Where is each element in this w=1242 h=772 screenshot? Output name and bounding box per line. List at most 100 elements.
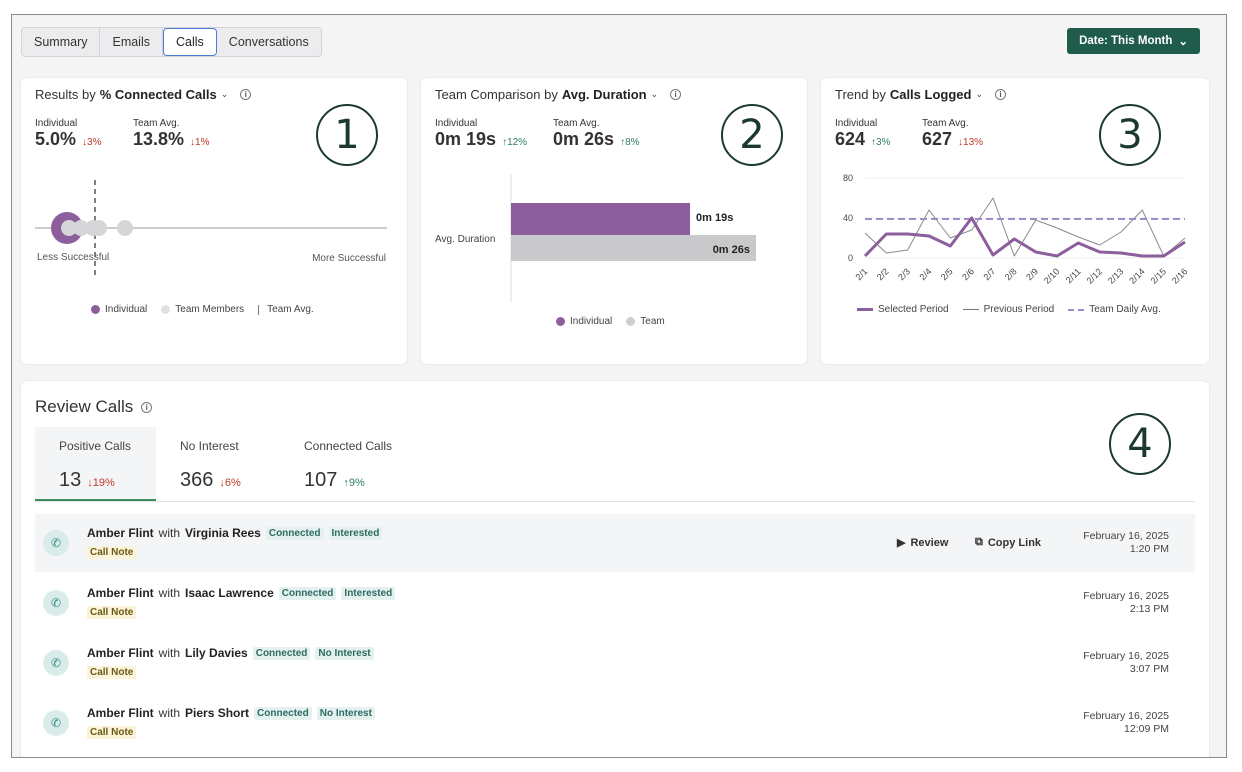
agent-name: Amber Flint: [87, 526, 154, 540]
individual-delta: 3%: [87, 137, 102, 148]
legend-label: Previous Period: [983, 304, 1055, 315]
legend-label: Team Daily Avg.: [1089, 304, 1161, 315]
with-text: with: [158, 586, 181, 600]
call-note-badge[interactable]: Call Note: [87, 546, 137, 559]
card-title[interactable]: Team Comparison by Avg. Duration ⌄ i: [435, 87, 682, 102]
interest-tag: No Interest: [316, 706, 375, 720]
call-row[interactable]: ✆ Amber Flint with Virginia Rees Connected I…: [35, 514, 1195, 572]
info-icon[interactable]: i: [141, 401, 153, 413]
x-tick-label: 2/14: [1127, 266, 1146, 285]
chevron-down-icon[interactable]: ⌄: [650, 89, 659, 99]
team-value: 13.8%: [133, 129, 185, 149]
chevron-down-icon[interactable]: ⌄: [975, 89, 983, 99]
tab-delta: 9%: [348, 477, 365, 489]
tab-delta: 6%: [224, 477, 241, 489]
individual-value: 0m 19s: [435, 129, 497, 149]
tab-summary[interactable]: Summary: [22, 28, 101, 56]
review-button[interactable]: ▶ Review: [897, 536, 949, 550]
call-note-badge[interactable]: Call Note: [87, 606, 137, 619]
chevron-down-icon[interactable]: ⌄: [220, 89, 229, 99]
agent-name: Amber Flint: [87, 646, 154, 660]
call-date: February 16, 2025: [1083, 710, 1169, 722]
team-delta: 8%: [625, 137, 640, 148]
category-label: Avg. Duration: [435, 234, 495, 245]
series-previous-period: [864, 197, 1186, 257]
date-filter-button[interactable]: Date: This Month ⌄: [1067, 28, 1200, 54]
interest-tag: Interested: [328, 526, 383, 540]
call-date: February 16, 2025: [1083, 590, 1169, 602]
x-tick-label: 2/10: [1042, 266, 1061, 285]
dashboard-frame: Summary Emails Calls Conversations Date:…: [11, 14, 1227, 758]
copy-link-button[interactable]: ⧉ Copy Link: [975, 536, 1041, 549]
team-value: 0m 26s: [553, 129, 615, 149]
x-tick-label: 2/3: [896, 266, 912, 282]
bar-data-label: 0m 19s: [696, 212, 733, 224]
call-row[interactable]: ✆ Amber Flint with Piers Short Connected No …: [35, 694, 1195, 752]
team-member-point: [117, 220, 133, 236]
call-note-badge[interactable]: Call Note: [87, 726, 137, 739]
call-datetime: February 16, 2025 1:20 PM: [1083, 530, 1169, 556]
legend-label: Individual: [570, 316, 613, 327]
tab-name: Positive Calls: [59, 439, 132, 453]
legend-swatch: [962, 309, 979, 310]
tab-emails[interactable]: Emails: [100, 28, 163, 56]
individual-metric: Individual 0m 19s ↑12%: [435, 118, 527, 150]
info-icon[interactable]: i: [995, 89, 1006, 100]
card-title[interactable]: Results by % Connected Calls ⌄ i: [35, 87, 252, 102]
individual-delta: 3%: [876, 137, 891, 148]
bar-individual: [511, 203, 691, 235]
call-row[interactable]: ✆ Amber Flint with Isaac Lawrence Connected…: [35, 574, 1195, 632]
bar-data-label: 0m 26s: [713, 244, 750, 256]
team-comparison-card: Team Comparison by Avg. Duration ⌄ i Ind…: [421, 78, 807, 364]
arrow-down-icon: ↓6%: [219, 477, 241, 489]
metric-selector[interactable]: % Connected Calls: [99, 87, 217, 102]
y-tick-label: 80: [843, 173, 853, 183]
team-metric: Team Avg. 13.8% ↓1%: [133, 118, 210, 150]
legend-selected-period: Selected Period: [857, 304, 949, 315]
tab-conversations[interactable]: Conversations: [228, 35, 309, 49]
title-prefix: Team Comparison by: [435, 87, 558, 102]
metric-selector[interactable]: Calls Logged: [889, 87, 972, 102]
card-title[interactable]: Trend by Calls Logged ⌄ i: [835, 87, 1006, 102]
duration-bar-chart: Avg. Duration 0m 19s 0m 26s: [435, 174, 756, 302]
tab-connected-calls[interactable]: Connected Calls 107 ↑9%: [280, 427, 420, 501]
tab-no-interest[interactable]: No Interest 366 ↓6%: [156, 427, 280, 501]
team-label: Team Avg.: [553, 118, 600, 129]
info-icon[interactable]: i: [240, 89, 252, 100]
title-prefix: Results by: [35, 87, 96, 102]
copy-icon: ⧉: [975, 536, 983, 548]
review-title-text: Review Calls: [35, 397, 134, 416]
legend-swatch: [161, 305, 171, 314]
legend-team-members: Team Members: [161, 304, 244, 315]
legend-team-avg: Team Avg.: [258, 304, 314, 315]
info-icon[interactable]: i: [670, 89, 682, 100]
legend-label: Team Avg.: [267, 304, 314, 315]
individual-label: Individual: [35, 118, 78, 129]
legend-label: Individual: [105, 304, 148, 315]
x-tick-label: 2/5: [939, 266, 955, 282]
metric-selector[interactable]: Avg. Duration: [561, 87, 647, 102]
play-icon: ▶: [897, 537, 906, 549]
with-text: with: [158, 646, 181, 660]
legend-swatch: [91, 305, 100, 314]
date-filter-label: Date: This Month: [1079, 35, 1173, 47]
contact-name: Virginia Rees: [185, 526, 261, 540]
x-tick-label: 2/8: [1003, 266, 1019, 282]
call-row[interactable]: ✆ Amber Flint with Lily Davies Connected No …: [35, 634, 1195, 692]
individual-label: Individual: [835, 118, 878, 129]
tab-calls[interactable]: Calls: [163, 28, 217, 56]
team-member-point: [61, 220, 77, 236]
call-datetime: February 16, 2025 12:09 PM: [1083, 710, 1169, 736]
contact-name: Lily Davies: [185, 646, 248, 660]
call-note-badge[interactable]: Call Note: [87, 666, 137, 679]
tab-delta: 19%: [92, 477, 115, 489]
contact-name: Piers Short: [185, 706, 250, 720]
call-participants: Amber Flint with Lily Davies Connected No In…: [87, 646, 374, 660]
review-label: Review: [910, 536, 949, 549]
tab-count: 107: [304, 469, 338, 491]
tab-positive-calls[interactable]: Positive Calls 13 ↓19%: [35, 427, 156, 501]
legend-swatch: [258, 304, 260, 315]
phone-icon: ✆: [43, 650, 69, 676]
review-title: Review Calls i: [35, 397, 153, 417]
legend-label: Selected Period: [878, 304, 949, 315]
